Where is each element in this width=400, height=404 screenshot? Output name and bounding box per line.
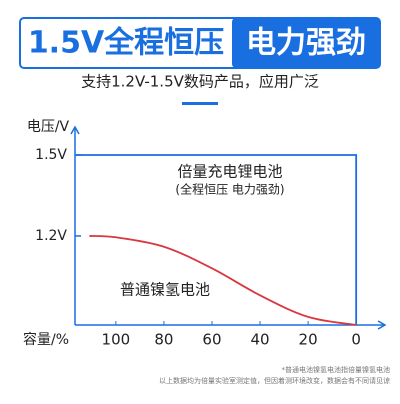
y-tick-label: 1.5V <box>35 147 67 163</box>
y-axis-arrow <box>70 125 80 135</box>
chart-title-highlight: 电力强劲 <box>246 26 366 61</box>
x-tick-label: 40 <box>250 331 269 349</box>
x-tick-label: 80 <box>154 331 173 349</box>
chart-title: 1.5V全程恒压 <box>28 26 224 61</box>
subtitle-rule <box>182 102 218 105</box>
x-axis-label: 容量/% <box>23 331 69 348</box>
series-note: (全程恒压 电力强劲) <box>175 182 284 197</box>
x-tick-label: 20 <box>299 331 318 349</box>
footnote: 以上数据均为倍量实验室测定值，但因着测环境改变，数据会有不同请见谅 <box>159 376 390 385</box>
x-tick-label: 0 <box>351 331 361 349</box>
x-axis-arrow <box>377 320 387 330</box>
y-axis-label: 电压/V <box>27 119 70 135</box>
series-label: 倍量充电锂电池 <box>177 163 282 181</box>
title-highlight-box <box>232 18 380 68</box>
footnote: *普通电池镍氢电池指倍量镍氢电池 <box>282 365 391 374</box>
series-line <box>89 235 357 326</box>
series-label: 普通镍氢电池 <box>120 281 210 299</box>
series-line <box>75 154 358 325</box>
y-tick-label: 1.2V <box>35 228 67 244</box>
x-tick-label: 100 <box>102 331 131 349</box>
subtitle: 支持1.2V-1.5V数码产品，应用广泛 <box>81 73 319 91</box>
x-tick-label: 60 <box>202 331 221 349</box>
